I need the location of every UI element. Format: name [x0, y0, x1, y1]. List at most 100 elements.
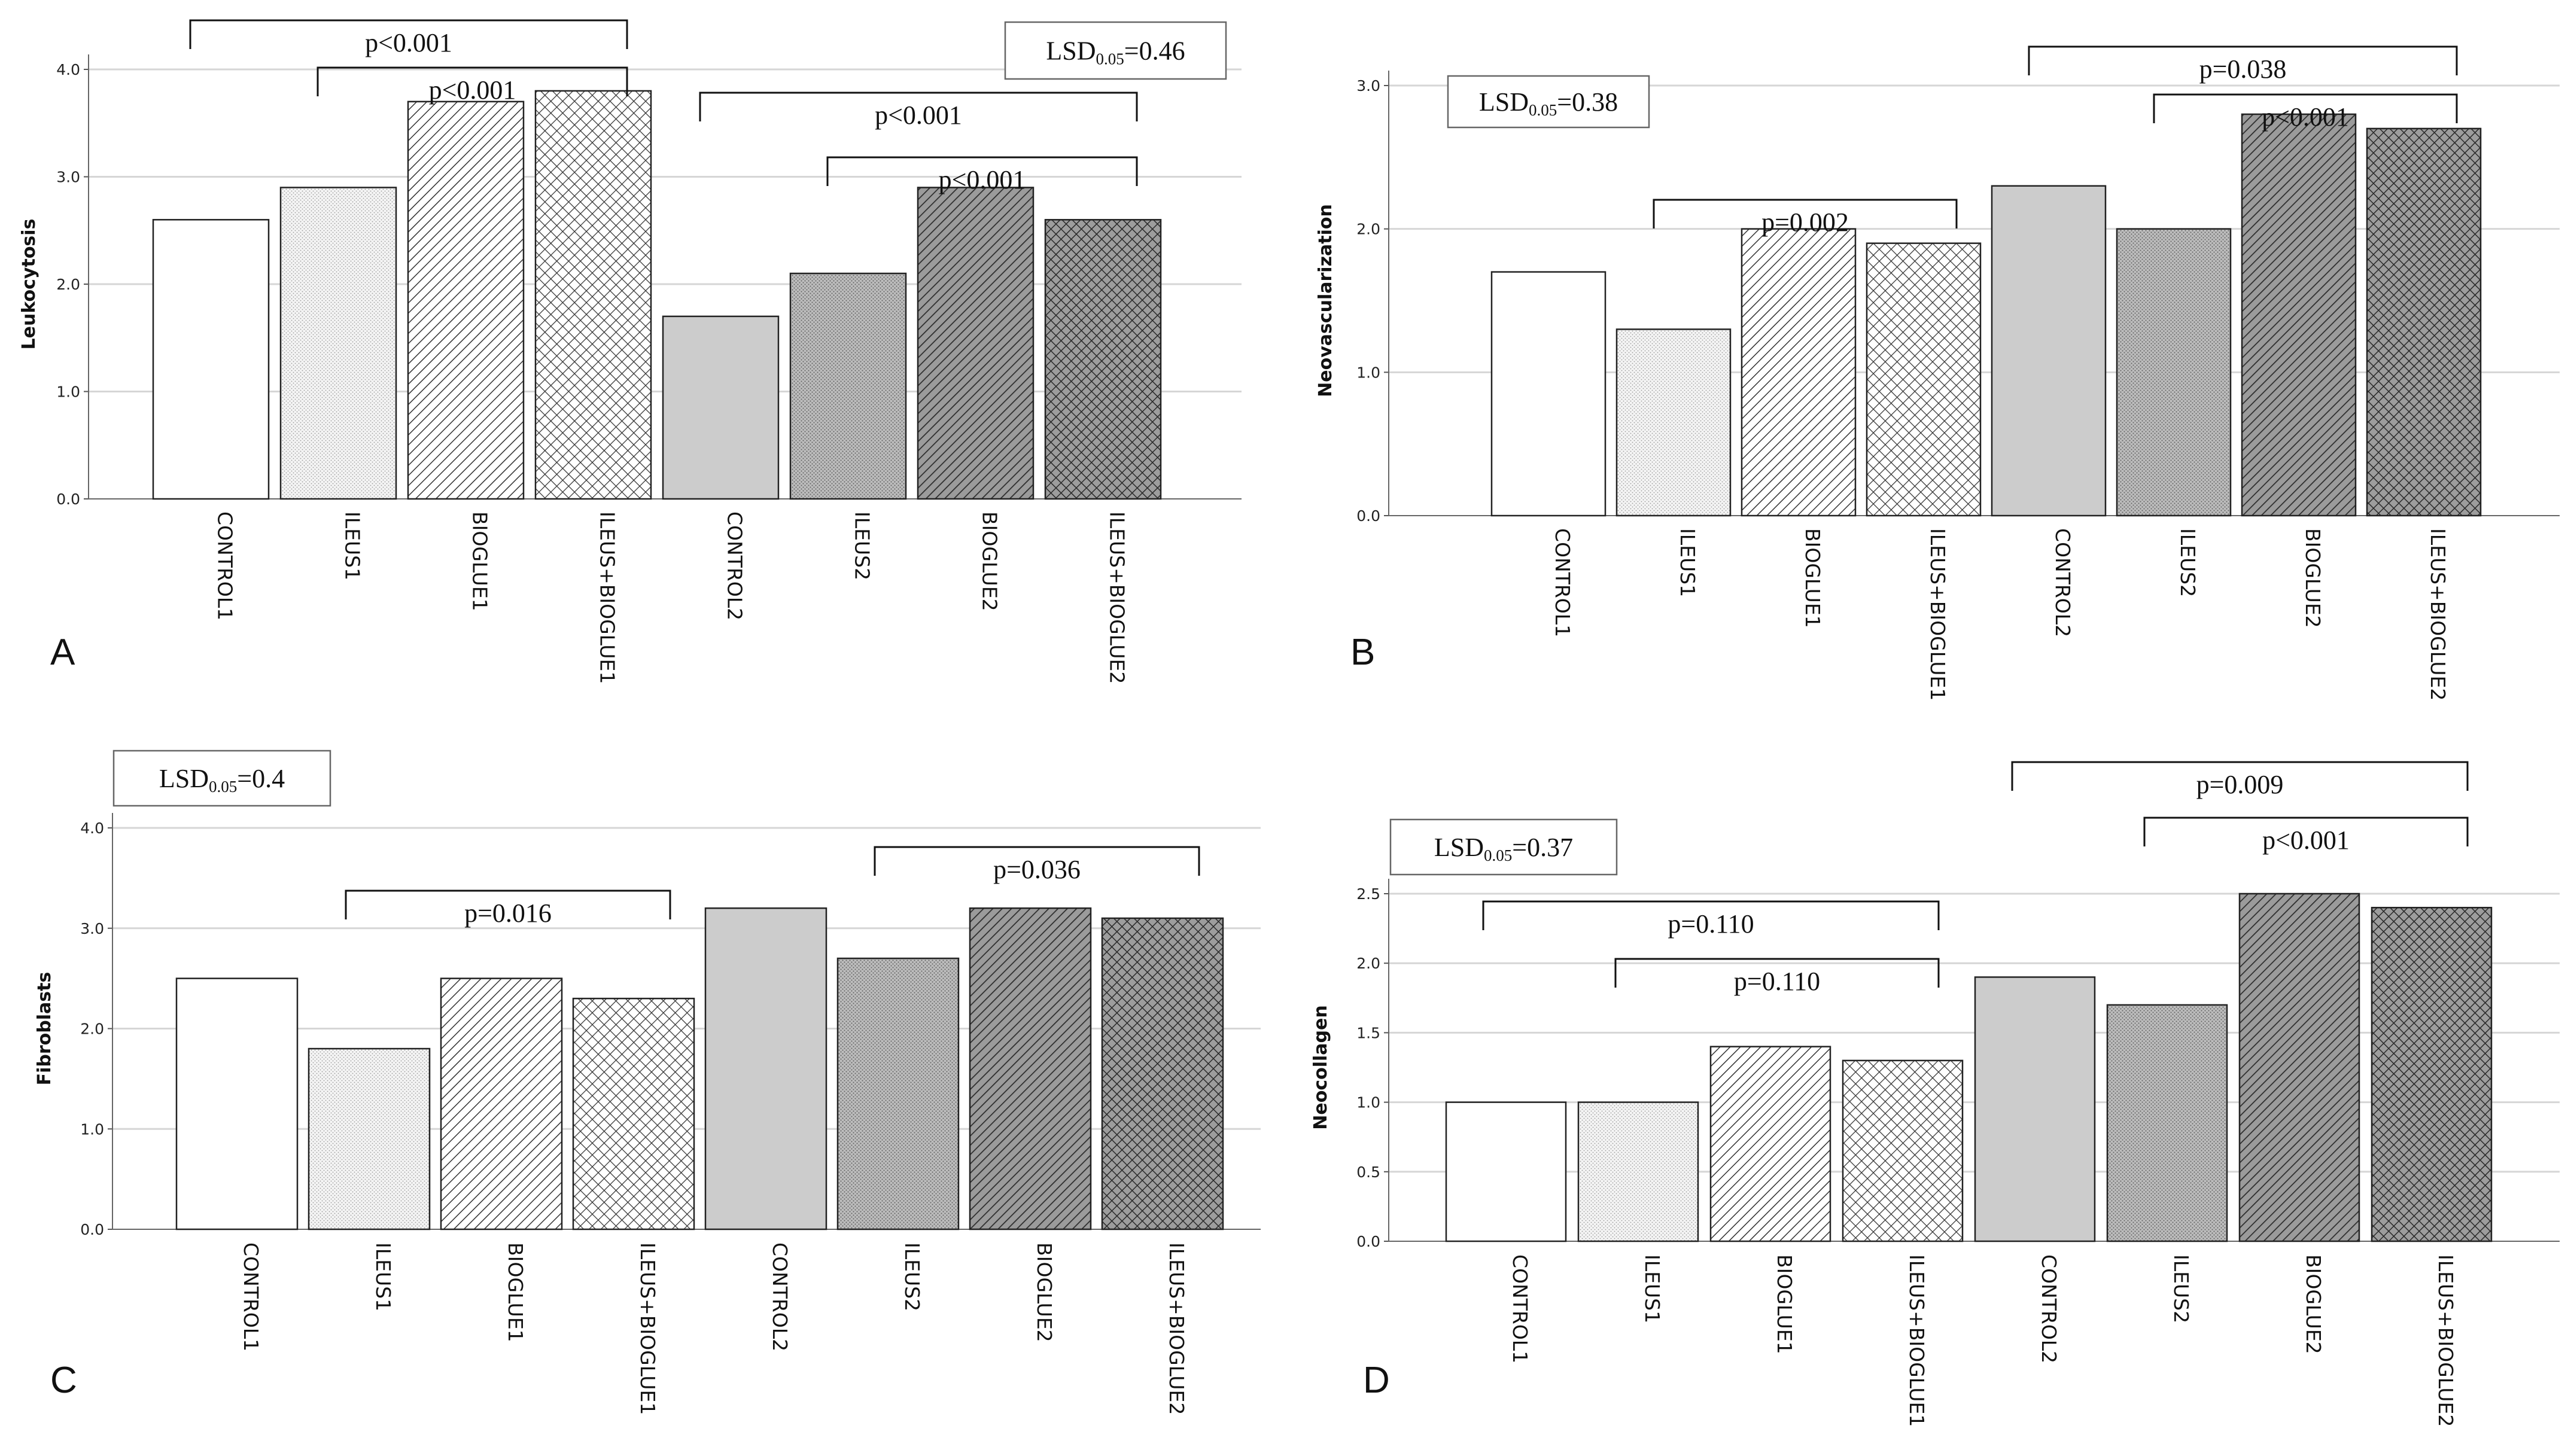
significance-bracket	[189, 19, 628, 49]
bar-bioglue2	[2238, 893, 2360, 1242]
bar-ileus-plus-bioglue1	[572, 997, 695, 1230]
chart-svg-d: 0.0 0.5 1.0 1.5 2.0 2.5 Neocollagen CONTROL1 ILE…	[1310, 761, 2560, 1427]
panel-b-neovascularization: 0.0 1.0 2.0 3.0 Neovascularization CONTROL1 IL…	[1287, 0, 2574, 728]
significance-bracket	[1653, 199, 1958, 229]
y-tick-label: 0.5	[1356, 1163, 1380, 1181]
panel-d-neocollagen: 0.0 0.5 1.0 1.5 2.0 2.5 Neocollagen CONTROL1 ILE…	[1287, 728, 2574, 1456]
p-value-label: p=0.009	[2196, 770, 2284, 799]
significance-bracket	[317, 66, 628, 96]
x-category-label: ILEUS1	[1641, 1254, 1664, 1323]
p-value-label: p=0.036	[993, 855, 1081, 884]
lsd-prefix: LSD	[1434, 833, 1484, 862]
x-category-label: CONTROL2	[723, 511, 747, 620]
p-value-label: p<0.001	[875, 100, 962, 130]
lsd-label: LSD0.05=0.46	[1046, 36, 1185, 68]
y-tick-label: 1.0	[56, 383, 80, 401]
bar-bioglue1	[407, 100, 525, 500]
y-tick-label: 2.0	[80, 1021, 104, 1038]
bar-bioglue1	[1709, 1046, 1831, 1242]
x-category-label: BIOGLUE1	[1773, 1254, 1796, 1354]
y-tick-label: 0.0	[56, 491, 80, 508]
y-tick-label: 0.0	[1356, 507, 1380, 525]
bar-ileus2	[836, 957, 960, 1230]
y-tick-label: 1.0	[1356, 1094, 1380, 1111]
y-axis-label: Neovascularization	[1315, 204, 1336, 397]
lsd-value: =0.46	[1124, 36, 1185, 66]
x-category-label: CONTROL2	[2037, 1254, 2061, 1363]
y-tick-label: 4.0	[80, 820, 104, 837]
p-value-label: p=0.016	[464, 898, 552, 928]
lsd-subscript: 0.05	[1096, 50, 1124, 68]
p-value-label: p<0.001	[429, 75, 516, 105]
chart-svg-c: 0.0 1.0 2.0 3.0 4.0 Fibroblasts CONTROL1 ILEUS1…	[34, 750, 1261, 1415]
bar-control2	[1991, 185, 2107, 517]
bar-ileus-plus-bioglue1	[1866, 242, 1982, 517]
y-tick-label: 2.0	[1356, 221, 1380, 238]
x-category-label: CONTROL2	[2051, 528, 2074, 637]
bar-ileus-plus-bioglue2	[1044, 219, 1162, 500]
lsd-prefix: LSD	[1046, 36, 1096, 66]
y-tick-label: 4.0	[56, 61, 80, 78]
bar-ileus1	[308, 1047, 431, 1230]
y-tick-label: 3.0	[56, 169, 80, 186]
p-value-label: p=0.110	[1734, 967, 1820, 996]
significance-bracket	[2011, 761, 2469, 791]
x-category-label: ILEUS+BIOGLUE2	[2426, 528, 2450, 700]
bar-control2	[1974, 976, 2096, 1242]
lsd-subscript: 0.05	[209, 778, 237, 796]
x-category-label: ILEUS+BIOGLUE2	[1106, 511, 1129, 684]
x-category-label: ILEUS2	[2176, 528, 2199, 597]
bar-ileus1	[1615, 328, 1732, 517]
x-category-label: ILEUS+BIOGLUE1	[596, 511, 619, 684]
p-value-label: p<0.001	[2262, 826, 2350, 855]
bar-control2	[704, 907, 827, 1230]
x-category-label: ILEUS+BIOGLUE1	[1905, 1254, 1928, 1427]
lsd-subscript: 0.05	[1529, 101, 1557, 119]
p-value-label: p=0.002	[1761, 208, 1849, 237]
panel-a-leukocytosis: 0.0 1.0 2.0 3.0 4.0 Leukocytosis CONTROL1 ILEUS…	[0, 0, 1287, 728]
y-tick-label: 1.5	[1356, 1024, 1380, 1041]
significance-bracket	[345, 890, 671, 919]
bar-control1	[152, 219, 270, 500]
x-category-label: BIOGLUE1	[1801, 528, 1824, 628]
bar-ileus1	[279, 187, 397, 500]
x-category-label: ILEUS1	[341, 511, 364, 580]
significance-bracket	[699, 92, 1138, 121]
bar-bioglue1	[440, 977, 563, 1230]
bar-ileus2	[789, 272, 907, 500]
y-tick-label: 0.0	[1356, 1233, 1380, 1250]
bar-control1	[1490, 271, 1607, 517]
bar-ileus-plus-bioglue2	[1101, 917, 1224, 1230]
bar-bioglue2	[2241, 113, 2357, 517]
bar-control1	[1445, 1101, 1567, 1242]
bar-control2	[662, 315, 780, 500]
p-value-label: p<0.001	[365, 28, 452, 57]
significance-bracket	[2028, 45, 2458, 75]
x-category-label: BIOGLUE2	[978, 511, 1002, 611]
x-category-label: ILEUS2	[851, 511, 874, 580]
significance-bracket	[1614, 958, 1940, 988]
x-category-label: BIOGLUE1	[468, 511, 492, 611]
lsd-value: =0.37	[1512, 833, 1573, 862]
significance-bracket	[2143, 817, 2469, 846]
x-category-label: ILEUS+BIOGLUE1	[1926, 528, 1949, 700]
lsd-label: LSD0.05=0.38	[1479, 87, 1618, 119]
significance-bracket	[1482, 900, 1940, 930]
x-category-label: ILEUS+BIOGLUE2	[1165, 1242, 1188, 1415]
lsd-label: LSD0.05=0.37	[1434, 833, 1573, 864]
x-category-label: CONTROL1	[1508, 1254, 1532, 1363]
x-category-label: CONTROL1	[239, 1242, 263, 1351]
x-category-label: ILEUS1	[372, 1242, 395, 1311]
p-value-label: p<0.001	[939, 165, 1026, 194]
bar-bioglue2	[917, 187, 1035, 500]
chart-svg-a: 0.0 1.0 2.0 3.0 4.0 Leukocytosis CONTROL1 ILEUS…	[19, 19, 1242, 684]
x-category-label: ILEUS2	[2170, 1254, 2193, 1323]
y-axis-label: Neocollagen	[1310, 1005, 1331, 1129]
panel-letter-b: B	[1350, 632, 1376, 673]
bar-ileus-plus-bioglue1	[1842, 1059, 1964, 1242]
panel-c-fibroblasts: 0.0 1.0 2.0 3.0 4.0 Fibroblasts CONTROL1 ILEUS1…	[0, 728, 1287, 1456]
y-tick-label: 2.0	[56, 276, 80, 293]
y-axis-label: Fibroblasts	[34, 972, 55, 1086]
lsd-value: =0.38	[1557, 87, 1618, 117]
